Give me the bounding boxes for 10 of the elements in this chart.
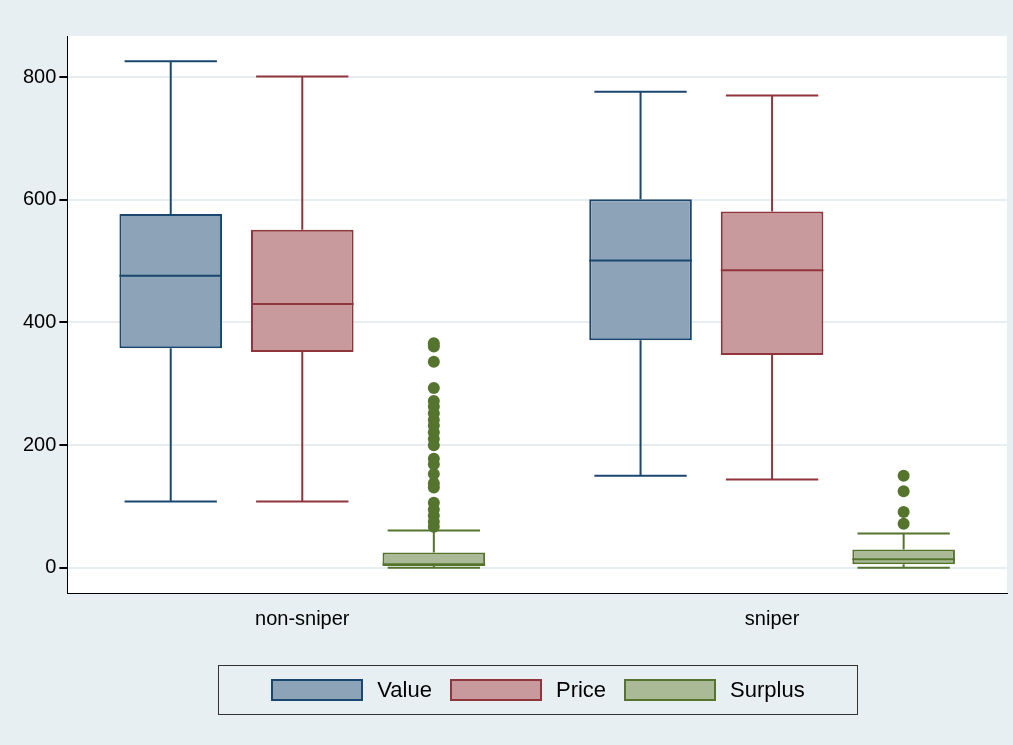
legend-label: Price: [555, 677, 607, 703]
y-tick-label: 0: [45, 555, 57, 578]
x-tick-label: sniper: [744, 606, 800, 629]
x-tick-label: non-sniper: [255, 606, 350, 629]
y-tick-label: 200: [22, 432, 57, 455]
y-tick-label: 600: [22, 187, 57, 210]
legend-label: Value: [377, 677, 432, 703]
y-tick-label: 800: [22, 64, 57, 87]
legend-label: Surplus: [730, 677, 805, 703]
y-tick-label: 400: [22, 309, 57, 332]
